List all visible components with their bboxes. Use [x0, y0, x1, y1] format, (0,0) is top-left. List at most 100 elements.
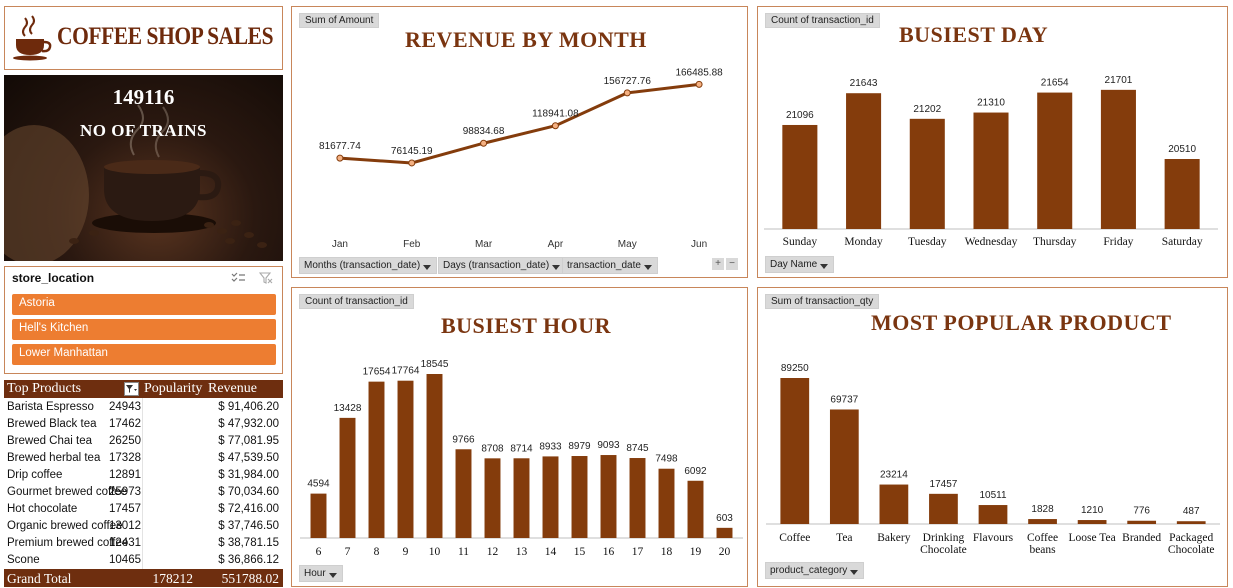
bar[interactable]: [929, 493, 958, 524]
bar[interactable]: [600, 455, 617, 538]
category-label: 16: [603, 546, 615, 558]
category-label: May: [618, 239, 637, 250]
bar[interactable]: [879, 484, 909, 524]
bar[interactable]: [455, 449, 472, 538]
data-label: 8933: [539, 441, 562, 452]
bar[interactable]: [542, 456, 559, 538]
category-label: 8: [374, 546, 380, 558]
bar[interactable]: [716, 527, 733, 538]
revenue-cell: $ 77,081.95: [218, 435, 279, 447]
chart-tag-day[interactable]: Count of transaction_id: [765, 13, 880, 28]
data-label: 1210: [1081, 505, 1104, 516]
bar[interactable]: [1127, 520, 1157, 524]
popularity-cell: 12431: [109, 537, 141, 549]
data-point[interactable]: [695, 80, 703, 88]
revenue-cell: $ 36,866.12: [218, 554, 279, 566]
product-name-cell: Organic brewed coffee: [7, 520, 123, 532]
chart-title-hour: BUSIEST HOUR: [441, 313, 612, 338]
data-label: 23214: [880, 470, 908, 481]
bar[interactable]: [780, 378, 810, 524]
bar[interactable]: [978, 505, 1008, 524]
bar[interactable]: [571, 456, 588, 538]
data-label: 8708: [481, 443, 504, 454]
chart-tag-hour[interactable]: Count of transaction_id: [299, 294, 414, 309]
data-label: 166485.88: [675, 67, 723, 78]
dashboard-title: COFFEE SHOP SALES: [57, 23, 274, 50]
kpi-label: NO OF TRAINS: [80, 121, 207, 140]
collapse-field-button[interactable]: −: [726, 258, 738, 270]
category-label: Coffee: [1027, 532, 1058, 544]
filter-hour-dropdown[interactable]: Hour: [299, 565, 343, 582]
chart-title-product: MOST POPULAR PRODUCT: [871, 310, 1172, 335]
grand-total-popularity: 178212: [152, 571, 194, 586]
filter-days-dropdown[interactable]: Days (transaction_date): [438, 257, 567, 274]
category-label: Tuesday: [908, 236, 947, 248]
data-point[interactable]: [551, 122, 559, 130]
bar[interactable]: [1100, 89, 1136, 230]
bar[interactable]: [909, 118, 945, 229]
multi-select-icon[interactable]: [231, 272, 245, 284]
revenue-line-chart: 81677.74 Jan 76145.19 Feb 98834.68 Mar 118941.…: [319, 67, 723, 250]
bar[interactable]: [339, 417, 356, 538]
data-label: 156727.76: [604, 76, 652, 87]
bar[interactable]: [513, 458, 530, 538]
chart-tag-product[interactable]: Sum of transaction_qty: [765, 294, 880, 309]
bar[interactable]: [658, 468, 675, 538]
revenue-series-line[interactable]: [339, 82, 700, 165]
category-label: 13: [516, 546, 528, 558]
bar[interactable]: [426, 374, 443, 538]
category-label: Chocolate: [920, 544, 967, 556]
revenue-cell: $ 70,034.60: [218, 486, 279, 498]
bar[interactable]: [846, 93, 882, 229]
chart-tag-revenue[interactable]: Sum of Amount: [299, 13, 380, 28]
filter-day-name-dropdown[interactable]: Day Name: [765, 256, 835, 273]
data-label: 776: [1133, 506, 1150, 517]
category-label: 10: [429, 546, 441, 558]
bar[interactable]: [1077, 520, 1107, 524]
bar[interactable]: [1037, 92, 1073, 230]
data-point[interactable]: [408, 159, 416, 167]
revenue-cell: $ 72,416.00: [218, 503, 279, 515]
bar[interactable]: [782, 124, 818, 229]
revenue-cell: $ 91,406.20: [218, 401, 279, 413]
coffee-cup-icon: [13, 15, 52, 61]
filter-transaction-date-dropdown[interactable]: transaction_date: [562, 257, 658, 274]
data-point[interactable]: [336, 154, 344, 162]
popularity-cell: 17457: [109, 503, 141, 515]
bar[interactable]: [1176, 521, 1206, 524]
data-label: 76145.19: [391, 146, 433, 157]
data-label: 487: [1183, 506, 1200, 517]
filter-product-category-dropdown[interactable]: product_category: [765, 562, 865, 579]
slicer-item-astoria[interactable]: Astoria: [12, 294, 276, 315]
bar[interactable]: [310, 493, 327, 538]
category-label: Apr: [548, 239, 564, 250]
slicer-item-hells-kitchen[interactable]: Hell's Kitchen: [12, 319, 276, 340]
bar[interactable]: [484, 458, 501, 538]
slicer-item-lower-manhattan[interactable]: Lower Manhattan: [12, 344, 276, 365]
filter-months-dropdown[interactable]: Months (transaction_date): [299, 257, 438, 274]
category-label: Branded: [1122, 532, 1161, 544]
bar[interactable]: [368, 381, 385, 538]
bar[interactable]: [973, 112, 1009, 229]
bar[interactable]: [1028, 519, 1057, 524]
popularity-cell: 10465: [109, 554, 141, 566]
bar[interactable]: [687, 480, 704, 538]
bar[interactable]: [397, 380, 414, 538]
filter-dropdown-icon[interactable]: [124, 382, 139, 396]
most-popular-product-panel: Sum of transaction_qty MOST POPULAR PROD…: [757, 287, 1228, 587]
bar[interactable]: [629, 458, 646, 538]
bar[interactable]: [829, 409, 859, 524]
table-row: Hot chocolate 17457 $ 72,416.00: [4, 503, 283, 520]
data-label: 8979: [568, 441, 591, 452]
category-label: 15: [574, 546, 586, 558]
data-point[interactable]: [623, 89, 631, 97]
data-point[interactable]: [480, 139, 488, 147]
category-label: Jan: [332, 239, 348, 250]
category-label: Saturday: [1162, 236, 1203, 248]
header-revenue: Revenue: [208, 381, 257, 396]
category-label: Sunday: [783, 236, 818, 248]
clear-filter-icon[interactable]: [259, 272, 273, 284]
expand-field-button[interactable]: +: [712, 258, 724, 270]
bar[interactable]: [1164, 159, 1200, 229]
category-label: Wednesday: [965, 236, 1018, 248]
